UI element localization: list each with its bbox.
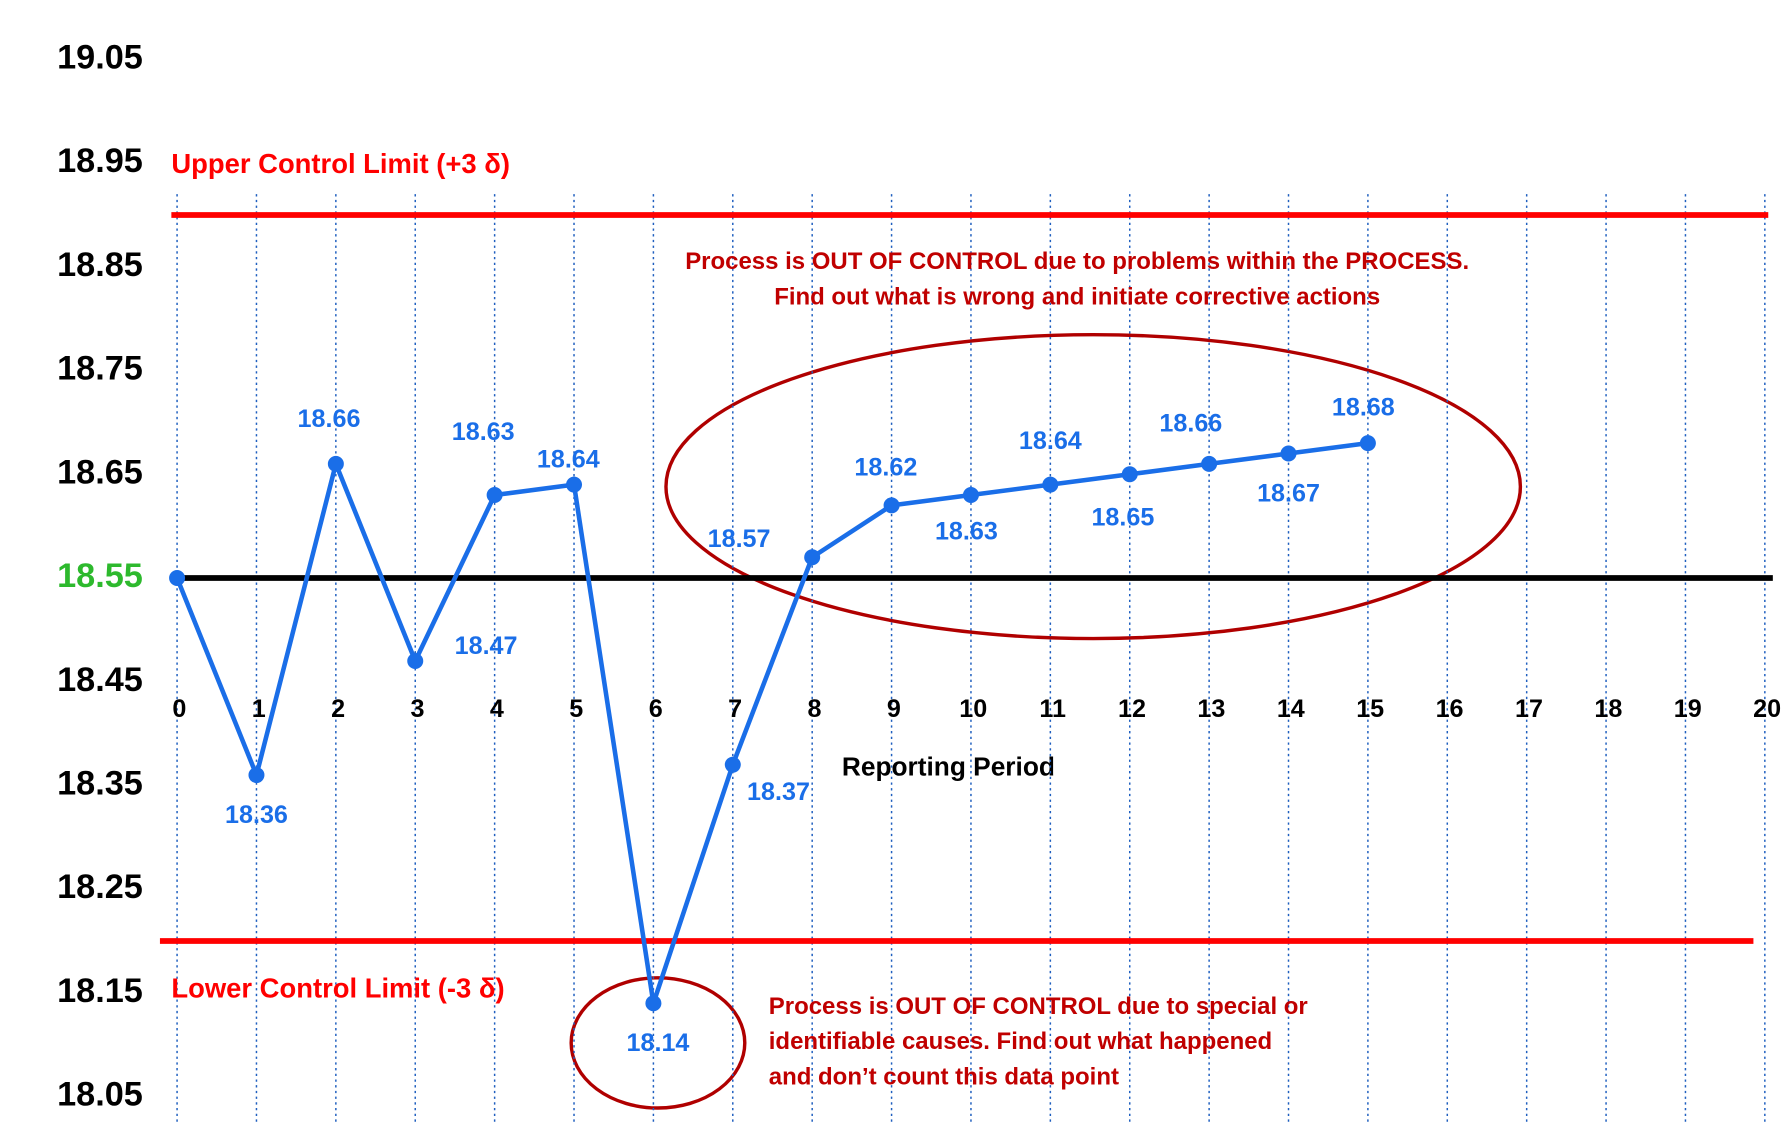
- x-tick-label: 8: [807, 695, 821, 723]
- x-tick-label: 0: [172, 695, 186, 723]
- data-point: [407, 652, 424, 669]
- y-tick-label: 18.95: [57, 142, 143, 180]
- x-tick-label: 6: [649, 695, 663, 723]
- y-tick-label: 18.55: [57, 557, 143, 595]
- data-point: [327, 455, 344, 472]
- x-tick-label: 3: [411, 695, 425, 723]
- data-label: 18.62: [854, 453, 917, 481]
- annotation: Process is OUT OF CONTROL due to problem…: [685, 248, 1469, 275]
- y-tick-label: 18.35: [57, 764, 143, 802]
- data-point: [169, 569, 186, 586]
- x-tick-label: 19: [1674, 695, 1702, 723]
- data-label: 18.66: [1159, 410, 1222, 438]
- y-tick-label: 18.25: [57, 868, 143, 906]
- annotation: identifiable causes. Find out what happe…: [769, 1028, 1272, 1055]
- x-tick-label: 16: [1436, 695, 1464, 723]
- data-label: 18.47: [455, 632, 518, 660]
- data-label: 18.68: [1332, 394, 1395, 422]
- x-tick-label: 4: [490, 695, 504, 723]
- y-tick-label: 18.75: [57, 350, 143, 388]
- control-line-label: Upper Control Limit (+3 δ): [171, 148, 510, 179]
- data-label: 18.57: [708, 525, 771, 553]
- annotation: and don’t count this data point: [769, 1064, 1119, 1091]
- x-tick-label: 15: [1356, 695, 1384, 723]
- x-tick-label: 20: [1753, 695, 1781, 723]
- data-label: 18.66: [298, 405, 361, 433]
- y-tick-label: 19.05: [57, 38, 143, 76]
- data-point: [1042, 476, 1059, 493]
- highlight-ellipse: [664, 332, 1523, 641]
- data-label: 18.36: [225, 801, 288, 829]
- annotation: Process is OUT OF CONTROL due to special…: [769, 993, 1308, 1020]
- x-axis-label: Reporting Period: [842, 752, 1055, 782]
- x-tick-label: 17: [1515, 695, 1543, 723]
- x-tick-label: 9: [887, 695, 901, 723]
- y-tick-label: 18.65: [57, 453, 143, 491]
- data-point: [962, 487, 979, 504]
- x-tick-label: 14: [1277, 695, 1305, 723]
- data-point: [724, 756, 741, 773]
- data-point: [566, 476, 583, 493]
- data-label: 18.64: [537, 445, 600, 473]
- x-tick-label: 2: [331, 695, 345, 723]
- y-tick-label: 18.45: [57, 661, 143, 699]
- data-point: [645, 995, 662, 1012]
- data-line: [174, 440, 1369, 1006]
- data-label: 18.63: [452, 418, 515, 446]
- x-tick-label: 11: [1039, 695, 1066, 723]
- data-point: [486, 487, 503, 504]
- control-line-label: Lower Control Limit (-3 δ): [171, 972, 504, 1003]
- data-label: 18.67: [1257, 479, 1320, 507]
- data-point: [1201, 455, 1218, 472]
- data-point: [1359, 435, 1376, 452]
- x-tick-label: 13: [1197, 695, 1225, 723]
- data-label: 18.65: [1091, 503, 1154, 531]
- data-point: [883, 497, 900, 514]
- x-tick-label: 12: [1118, 695, 1146, 723]
- data-point: [1121, 466, 1138, 483]
- x-tick-label: 1: [252, 695, 266, 723]
- y-tick-label: 18.05: [57, 1076, 143, 1114]
- y-tick-label: 18.85: [57, 246, 143, 284]
- x-tick-label: 5: [569, 695, 583, 723]
- data-label: 18.14: [627, 1029, 690, 1057]
- data-point: [804, 549, 821, 566]
- data-label: 18.64: [1019, 427, 1082, 455]
- y-tick-label: 18.15: [57, 972, 143, 1010]
- data-label: 18.37: [747, 778, 810, 806]
- x-tick-label: 7: [728, 695, 742, 723]
- annotation: Find out what is wrong and initiate corr…: [774, 283, 1380, 310]
- highlight-circle: [569, 976, 747, 1110]
- data-label: 18.63: [935, 517, 998, 545]
- data-point: [248, 767, 265, 784]
- x-tick-label: 18: [1594, 695, 1622, 723]
- x-tick-label: 10: [959, 695, 987, 723]
- data-point: [1280, 445, 1297, 462]
